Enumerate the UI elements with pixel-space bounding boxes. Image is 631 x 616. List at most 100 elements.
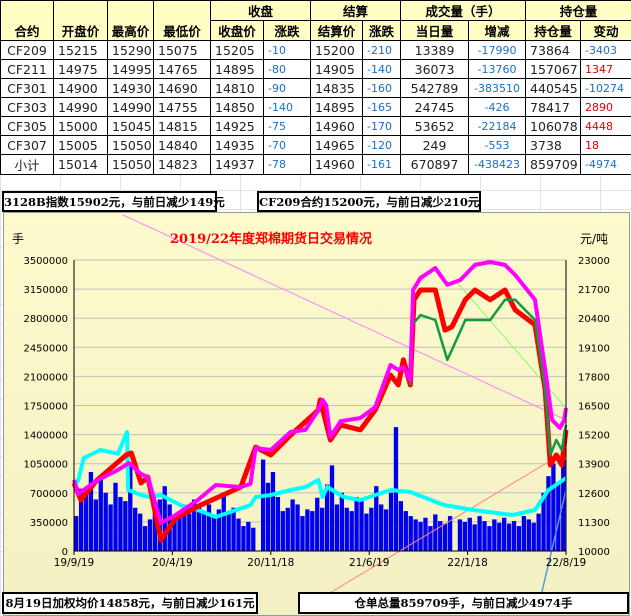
right-tick-label: 15200 [578,431,610,442]
table-cell: 14835 [310,78,364,98]
header-low: 最低价 [153,0,211,41]
table-cell: 15290 [107,40,154,60]
volume-bar [354,496,359,551]
right-tick-label: 12600 [578,489,610,500]
left-tick-label: 350000 [30,518,68,529]
table-cell: 14895 [310,97,364,117]
volume-bar [438,521,443,551]
table-row: CF305 15000 15045 14815 14925 -75 14960 -170 536… [0,116,631,136]
volume-bar [462,521,467,551]
volume-bar [152,507,158,551]
x-tick-label: 22/8/19 [546,557,586,569]
x-tick-label: 20/11/18 [247,557,294,569]
volume-bar [526,519,531,551]
right-axis-label: 元/吨 [580,232,609,246]
volume-bar [497,522,502,551]
volume-bar [295,504,300,551]
left-tick-label: 1050000 [23,460,68,471]
table-cell: 14823 [153,154,211,175]
table-cell: 14937 [210,154,264,175]
right-tick-label: 17800 [578,372,610,383]
volume-bar [98,477,103,551]
left-axis-label: 手 [12,232,25,246]
volume-bar [187,513,192,551]
volume-bar [536,513,541,551]
table-cell: -160 [362,78,402,98]
right-tick-label: 23000 [578,256,610,267]
volume-bar [310,511,315,551]
chart-title: 2019/22年度郑棉期货日交易情况 [170,232,373,247]
volume-bar [398,501,404,551]
volume-bar [541,492,546,551]
volume-bar [457,519,463,551]
volume-bar [324,484,330,551]
table-cell: -4974 [580,154,631,175]
header-high: 最高价 [107,0,154,41]
right-tick-label: 16500 [578,402,610,413]
left-tick-label: 2800000 [23,314,68,325]
table-cell: 15200 [310,40,364,60]
volume-bar [516,526,522,551]
volume-bar [344,507,349,551]
table-cell: -140 [262,97,312,117]
leader-line [317,454,561,601]
table-cell: 小计 [0,154,54,175]
volume-bar [285,507,290,551]
volume-bar [546,476,551,551]
contract-note: CF209合约15200元，与前日减少210元 [257,191,481,212]
volume-bar [492,519,497,551]
volume-bar [206,504,212,551]
x-tick-label: 22/1/18 [447,557,487,569]
volume-bar [226,512,231,551]
header-close: 收盘价 [210,20,264,41]
volume-bar [556,484,561,551]
left-tick-label: 2100000 [23,372,68,383]
quotes-table: 合约 开盘价 最高价 最低价 收盘 结算 成交量（手） 持仓量 收盘价 涨跌 结… [0,0,631,175]
x-tick-label: 20/4/19 [152,557,192,569]
index-note: 3128B指数15902元，与前日减少149元 [2,191,225,212]
table-cell: -170 [362,116,402,136]
volume-bar [128,463,133,551]
volume-bar [531,522,536,551]
volume-bar [305,509,310,551]
volume-bar [551,463,556,551]
warehouse-note: 仓单总量859709手，与前日减少4974手 [298,592,629,614]
volume-bar [447,516,453,551]
volume-bar [280,511,285,551]
table-cell: 14960 [310,154,364,175]
volume-bar [359,501,364,551]
table-cell: 670897 [400,154,470,175]
table-cell: 15005 [53,135,108,155]
volume-bar [403,511,408,551]
volume-bar [74,516,79,551]
table-cell: 14810 [210,78,264,98]
series-line-oi [72,430,568,519]
right-tick-label: 21700 [578,285,610,296]
x-tick-label: 19/9/19 [54,557,94,569]
right-tick-label: 20400 [578,314,610,325]
group-settle: 结算 [310,0,402,21]
table-cell: 14765 [153,59,211,79]
volume-bar [374,486,379,551]
volume-bar [113,482,118,551]
header-oi-chg: 变动 [580,20,631,41]
volume-bar [137,513,143,551]
volume-bar [315,497,320,551]
table-cell: 15000 [53,116,108,136]
leader-line [539,489,567,601]
table-cell: -78 [262,154,312,175]
table-cell: -10274 [580,78,631,98]
volume-bar [561,459,566,551]
table-cell: 18 [580,135,631,155]
group-volume: 成交量（手） [400,0,527,21]
table-row: CF307 15005 15050 14840 14935 -70 14965 -120 249… [0,135,631,155]
header-oi: 持仓量 [525,20,582,41]
table-cell: -426 [468,97,527,117]
volume-bar [265,482,271,551]
volume-bar [408,516,413,551]
volume-bar [502,517,507,551]
volume-bar [260,459,266,551]
volume-bar [251,527,256,551]
volume-bar [231,507,236,551]
